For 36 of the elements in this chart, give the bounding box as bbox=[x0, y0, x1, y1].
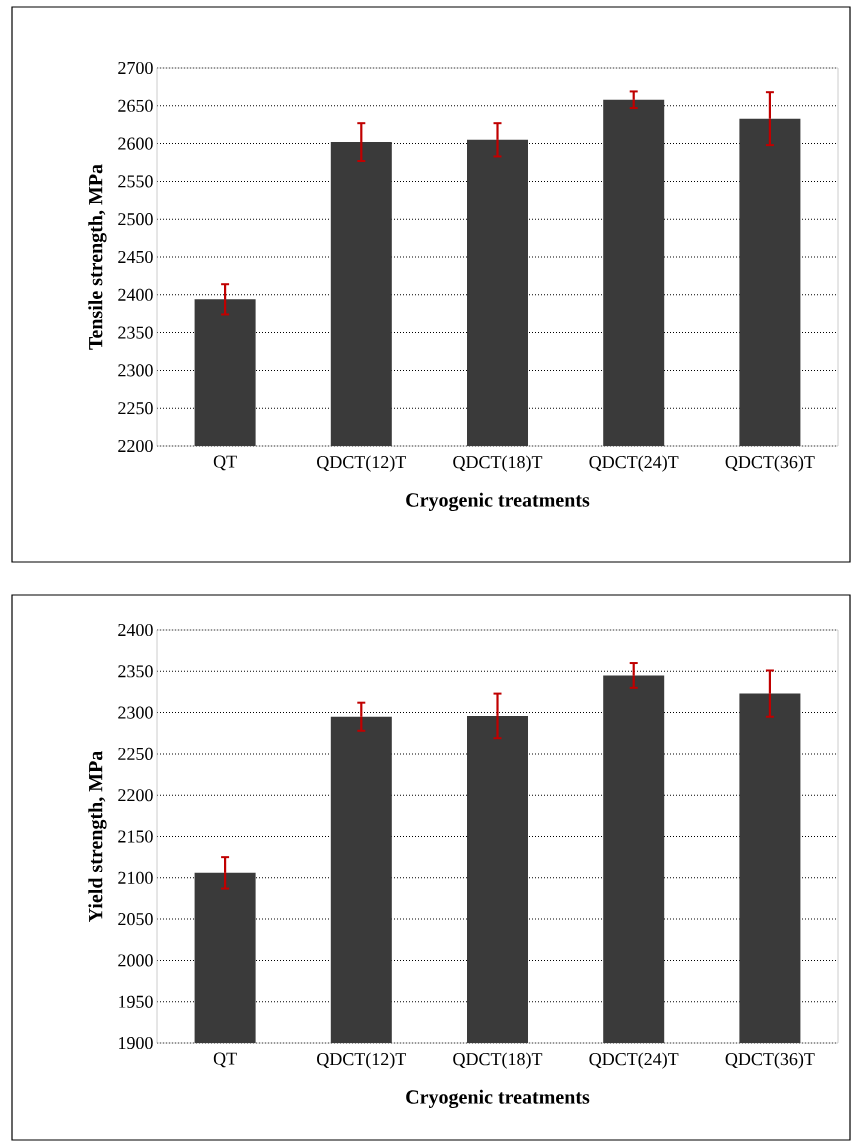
y-tick-label: 2550 bbox=[118, 175, 153, 188]
x-tick-label: QDCT(18)T bbox=[453, 455, 543, 472]
x-tick-label: QT bbox=[213, 1052, 237, 1068]
y-tick-label: 2100 bbox=[118, 871, 153, 884]
x-tick-label: QDCT(36)T bbox=[725, 455, 815, 472]
y-tick-label: 2600 bbox=[118, 137, 153, 150]
y-tick-label: 2350 bbox=[118, 326, 153, 339]
y-tick-label: 2200 bbox=[118, 439, 153, 453]
y-axis-title: Yield strength, MPa bbox=[88, 750, 107, 922]
y-tick-label: 2300 bbox=[118, 364, 153, 377]
y-tick-label: 2450 bbox=[118, 250, 153, 264]
y-tick-label: 2200 bbox=[118, 789, 153, 802]
y-tick-label: 1900 bbox=[119, 1036, 153, 1050]
y-tick-label: 2300 bbox=[118, 706, 153, 719]
y-tick-label: 2250 bbox=[118, 747, 153, 760]
x-tick-label: QDCT(24)T bbox=[589, 455, 679, 472]
y-tick-label: 2150 bbox=[118, 830, 153, 843]
x-tick-label: QDCT(12)T bbox=[317, 1052, 406, 1069]
x-tick-label: QDCT(12)T bbox=[317, 455, 406, 472]
x-axis-title: Cryogenic treatments bbox=[406, 492, 590, 511]
y-tick-label: 1950 bbox=[119, 995, 153, 1008]
x-tick-label: QDCT(36)T bbox=[725, 1052, 815, 1069]
x-tick-label: QDCT(18)T bbox=[453, 1052, 543, 1069]
y-tick-label: 2400 bbox=[118, 288, 153, 301]
x-tick-label: QDCT(24)T bbox=[589, 1052, 679, 1069]
y-tick-label: 2250 bbox=[118, 402, 153, 415]
x-tick-label: QT bbox=[213, 455, 237, 471]
y-axis-title: Tensile strength, MPa bbox=[88, 164, 107, 350]
y-tick-label: 2500 bbox=[118, 213, 153, 226]
y-tick-label: 2700 bbox=[118, 61, 153, 75]
y-tick-label: 2000 bbox=[118, 954, 153, 967]
x-axis-title: Cryogenic treatments bbox=[406, 1089, 590, 1109]
y-tick-label: 2400 bbox=[118, 623, 153, 637]
y-tick-label: 2050 bbox=[118, 913, 153, 926]
y-tick-label: 2350 bbox=[118, 665, 153, 678]
y-tick-label: 2650 bbox=[118, 99, 153, 112]
